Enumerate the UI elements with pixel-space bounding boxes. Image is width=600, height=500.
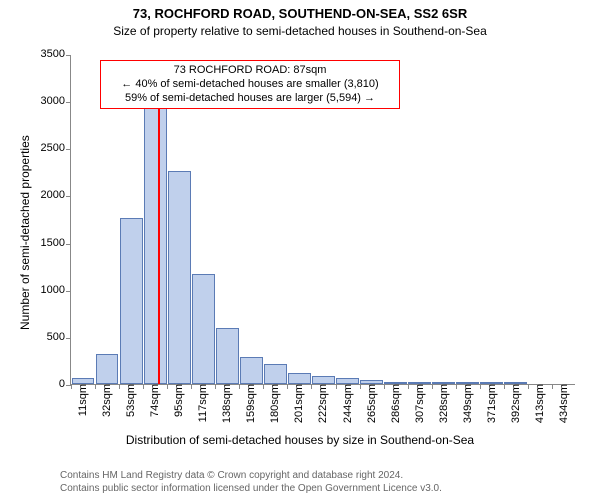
xtick-label: 159sqm bbox=[243, 384, 257, 423]
ytick-label: 0 bbox=[59, 378, 71, 390]
marker-line bbox=[158, 69, 160, 384]
xtick-mark bbox=[408, 384, 409, 389]
xtick-label: 392sqm bbox=[508, 384, 522, 423]
xtick-label: 349sqm bbox=[460, 384, 474, 423]
page-title: 73, ROCHFORD ROAD, SOUTHEND-ON-SEA, SS2 … bbox=[0, 6, 600, 21]
bar bbox=[168, 171, 191, 384]
xtick-mark bbox=[552, 384, 553, 389]
bar bbox=[216, 328, 239, 384]
xtick-label: 117sqm bbox=[195, 384, 209, 422]
xtick-label: 180sqm bbox=[267, 384, 281, 423]
bar bbox=[312, 376, 335, 384]
footer-line: Contains public sector information licen… bbox=[60, 483, 442, 496]
xtick-label: 328sqm bbox=[436, 384, 450, 423]
xtick-mark bbox=[191, 384, 192, 389]
xtick-mark bbox=[119, 384, 120, 389]
xtick-mark bbox=[215, 384, 216, 389]
ytick-label: 3000 bbox=[41, 95, 71, 107]
annotation-line: 73 ROCHFORD ROAD: 87sqm bbox=[107, 64, 393, 78]
bar bbox=[144, 108, 167, 384]
chart-wrap: 73, ROCHFORD ROAD, SOUTHEND-ON-SEA, SS2 … bbox=[0, 0, 600, 500]
xtick-label: 95sqm bbox=[171, 384, 185, 417]
ytick-label: 2500 bbox=[41, 142, 71, 154]
xtick-mark bbox=[480, 384, 481, 389]
xtick-label: 307sqm bbox=[412, 384, 426, 423]
x-axis-label: Distribution of semi-detached houses by … bbox=[0, 433, 600, 447]
xtick-label: 222sqm bbox=[315, 384, 329, 423]
xtick-mark bbox=[239, 384, 240, 389]
xtick-mark bbox=[360, 384, 361, 389]
xtick-label: 32sqm bbox=[99, 384, 113, 417]
xtick-label: 413sqm bbox=[532, 384, 546, 423]
xtick-label: 11sqm bbox=[75, 384, 89, 416]
xtick-label: 286sqm bbox=[388, 384, 402, 423]
xtick-mark bbox=[432, 384, 433, 389]
xtick-mark bbox=[311, 384, 312, 389]
xtick-mark bbox=[263, 384, 264, 389]
xtick-label: 53sqm bbox=[123, 384, 137, 417]
xtick-label: 244sqm bbox=[340, 384, 354, 423]
xtick-label: 74sqm bbox=[147, 384, 161, 417]
xtick-mark bbox=[336, 384, 337, 389]
xtick-label: 371sqm bbox=[484, 384, 498, 423]
bar bbox=[120, 218, 143, 384]
y-axis-label: Number of semi-detached properties bbox=[18, 135, 32, 330]
xtick-mark bbox=[287, 384, 288, 389]
bar bbox=[96, 354, 119, 384]
bar bbox=[192, 274, 215, 384]
bar bbox=[288, 373, 311, 384]
bar bbox=[264, 364, 287, 384]
xtick-label: 265sqm bbox=[364, 384, 378, 423]
ytick-label: 500 bbox=[47, 331, 71, 343]
xtick-mark bbox=[95, 384, 96, 389]
page-subtitle: Size of property relative to semi-detach… bbox=[0, 24, 600, 38]
ytick-label: 3500 bbox=[41, 48, 71, 60]
xtick-mark bbox=[528, 384, 529, 389]
ytick-label: 2000 bbox=[41, 189, 71, 201]
annotation-line: ← 40% of semi-detached houses are smalle… bbox=[107, 78, 393, 92]
footer-line: Contains HM Land Registry data © Crown c… bbox=[60, 470, 442, 483]
xtick-mark bbox=[504, 384, 505, 389]
xtick-mark bbox=[71, 384, 72, 389]
annotation-box: 73 ROCHFORD ROAD: 87sqm ← 40% of semi-de… bbox=[100, 60, 400, 109]
ytick-label: 1500 bbox=[41, 237, 71, 249]
bar bbox=[240, 357, 263, 384]
ytick-label: 1000 bbox=[41, 284, 71, 296]
xtick-mark bbox=[456, 384, 457, 389]
xtick-mark bbox=[167, 384, 168, 389]
annotation-line: 59% of semi-detached houses are larger (… bbox=[107, 92, 393, 106]
xtick-mark bbox=[384, 384, 385, 389]
xtick-mark bbox=[143, 384, 144, 389]
xtick-label: 434sqm bbox=[556, 384, 570, 423]
xtick-label: 201sqm bbox=[291, 384, 305, 423]
footer: Contains HM Land Registry data © Crown c… bbox=[60, 470, 442, 495]
xtick-label: 138sqm bbox=[219, 384, 233, 423]
